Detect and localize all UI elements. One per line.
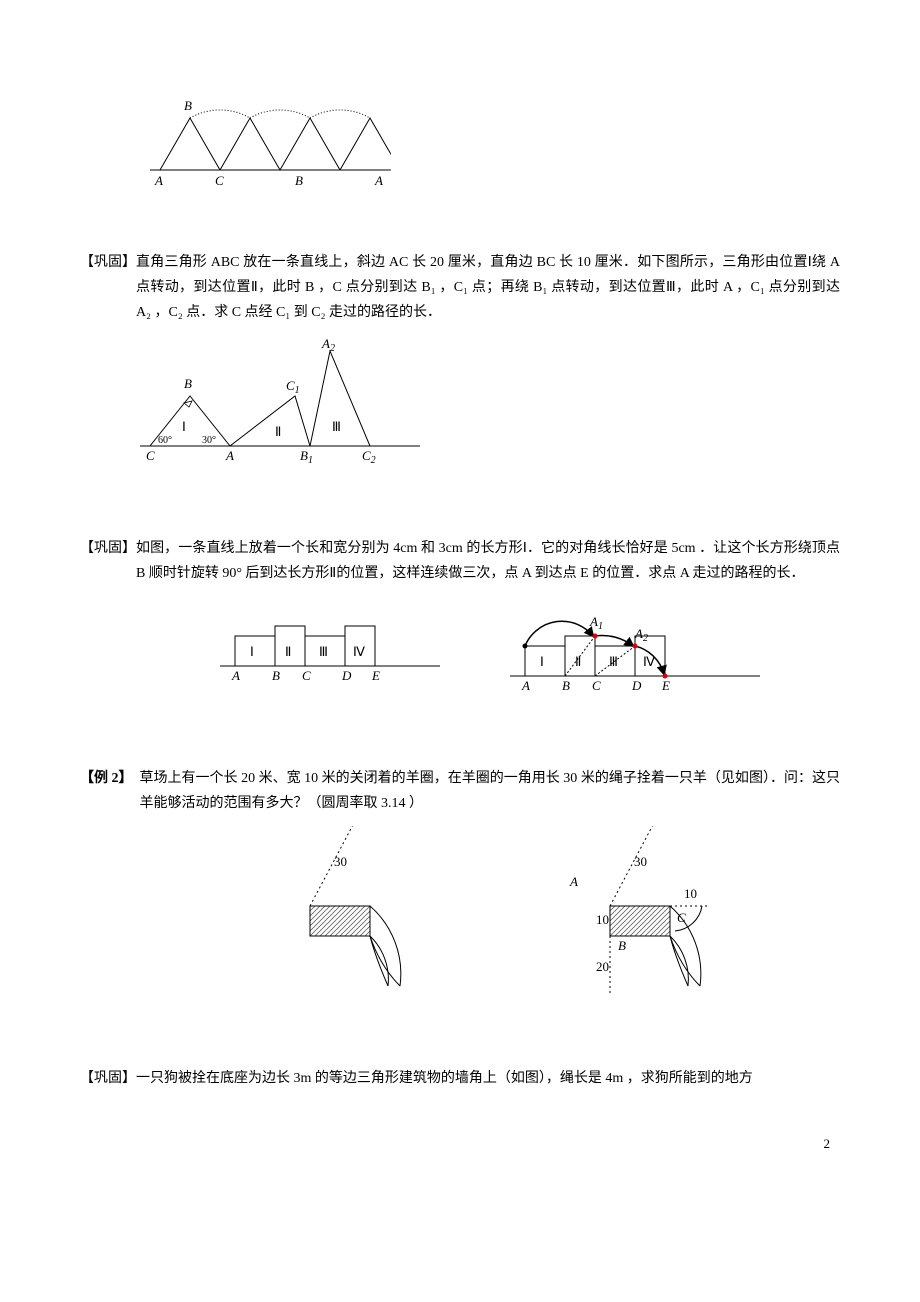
svg-text:E: E — [371, 668, 380, 683]
rect-roll-right-svg: A1 A2 Ⅰ Ⅱ Ⅲ Ⅳ A B C D E — [505, 596, 765, 706]
svg-text:C2: C2 — [362, 448, 376, 466]
svg-text:Ⅳ: Ⅳ — [643, 654, 655, 669]
svg-text:30: 30 — [634, 854, 647, 869]
problem-text: 如图，一条直线上放着一个长和宽分别为 4cm 和 3cm 的长方形Ⅰ．它的对角线… — [136, 536, 840, 586]
problem-text: 直角三角形 ABC 放在一条直线上，斜边 AC 长 20 厘米，直角边 BC 长… — [136, 250, 840, 326]
rolling-triangle-svg: B A C B A — [140, 70, 400, 190]
svg-text:B: B — [295, 173, 303, 188]
svg-text:B: B — [618, 938, 626, 953]
svg-text:10: 10 — [684, 886, 697, 901]
svg-text:B: B — [184, 98, 192, 113]
problem-consolidate-3: 【巩固】 一只狗被拴在底座为边长 3m 的等边三角形建筑物的墙角上（如图），绳长… — [80, 1066, 840, 1091]
svg-text:C1: C1 — [286, 378, 300, 396]
rect-roll-left-svg: Ⅰ Ⅱ Ⅲ Ⅳ A B C D E — [215, 596, 445, 696]
bracket-label: 【巩固】 — [80, 1066, 136, 1091]
svg-text:C: C — [302, 668, 311, 683]
svg-text:B: B — [184, 376, 192, 391]
svg-text:B: B — [272, 668, 280, 683]
svg-text:D: D — [631, 678, 642, 693]
svg-text:D: D — [341, 668, 352, 683]
svg-text:C: C — [592, 678, 601, 693]
bracket-label: 【巩固】 — [80, 536, 136, 561]
svg-text:A2: A2 — [321, 336, 335, 354]
page-number: 2 — [80, 1132, 840, 1155]
svg-text:Ⅰ: Ⅰ — [182, 419, 186, 434]
example-2: 【例 2】 草场上有一个长 20 米、宽 10 米的关闭着的羊圈，在羊圈的一角用… — [80, 766, 840, 1006]
svg-text:Ⅲ: Ⅲ — [319, 644, 328, 659]
svg-text:A1: A1 — [589, 614, 603, 632]
problem-consolidate-2: 【巩固】 如图，一条直线上放着一个长和宽分别为 4cm 和 3cm 的长方形Ⅰ．… — [80, 536, 840, 706]
svg-text:C: C — [146, 448, 155, 463]
svg-text:C: C — [215, 173, 224, 188]
svg-text:Ⅱ: Ⅱ — [275, 424, 281, 439]
svg-text:A: A — [521, 678, 530, 693]
svg-text:B1: B1 — [300, 448, 313, 466]
problem-text: 一只狗被拴在底座为边长 3m 的等边三角形建筑物的墙角上（如图），绳长是 4m … — [136, 1066, 840, 1091]
svg-text:Ⅲ: Ⅲ — [332, 419, 341, 434]
bracket-label: 【例 2】 — [80, 766, 140, 791]
svg-text:Ⅰ: Ⅰ — [250, 644, 254, 659]
figure-rolling-triangle: B A C B A — [80, 70, 840, 190]
svg-text:20: 20 — [596, 959, 609, 974]
svg-text:A: A — [374, 173, 383, 188]
svg-text:10: 10 — [596, 912, 609, 927]
svg-text:A: A — [154, 173, 163, 188]
svg-text:30°: 30° — [202, 435, 216, 446]
svg-text:E: E — [661, 678, 670, 693]
svg-text:30: 30 — [334, 854, 347, 869]
svg-text:Ⅱ: Ⅱ — [575, 654, 581, 669]
svg-text:Ⅲ: Ⅲ — [609, 654, 618, 669]
svg-text:C: C — [677, 910, 686, 925]
svg-text:B: B — [562, 678, 570, 693]
problem-text: 草场上有一个长 20 米、宽 10 米的关闭着的羊圈，在羊圈的一角用长 30 米… — [140, 766, 841, 816]
svg-text:Ⅰ: Ⅰ — [540, 654, 544, 669]
svg-text:A2: A2 — [634, 626, 648, 644]
sheep-pen-left-svg: 30 — [270, 826, 450, 1006]
problem-consolidate-1: 【巩固】 直角三角形 ABC 放在一条直线上，斜边 AC 长 20 厘米，直角边… — [80, 250, 840, 476]
svg-text:A: A — [569, 874, 578, 889]
svg-text:Ⅳ: Ⅳ — [353, 644, 365, 659]
svg-text:Ⅱ: Ⅱ — [285, 644, 291, 659]
svg-text:A: A — [225, 448, 234, 463]
svg-text:A: A — [231, 668, 240, 683]
bracket-label: 【巩固】 — [80, 250, 136, 275]
sheep-pen-right-svg: 30 A 10 B 20 10 C — [550, 826, 750, 1006]
svg-text:60°: 60° — [158, 435, 172, 446]
right-triangle-roll-svg: B C A B1 C1 A2 C2 60° 30° Ⅰ Ⅱ Ⅲ — [140, 336, 420, 476]
